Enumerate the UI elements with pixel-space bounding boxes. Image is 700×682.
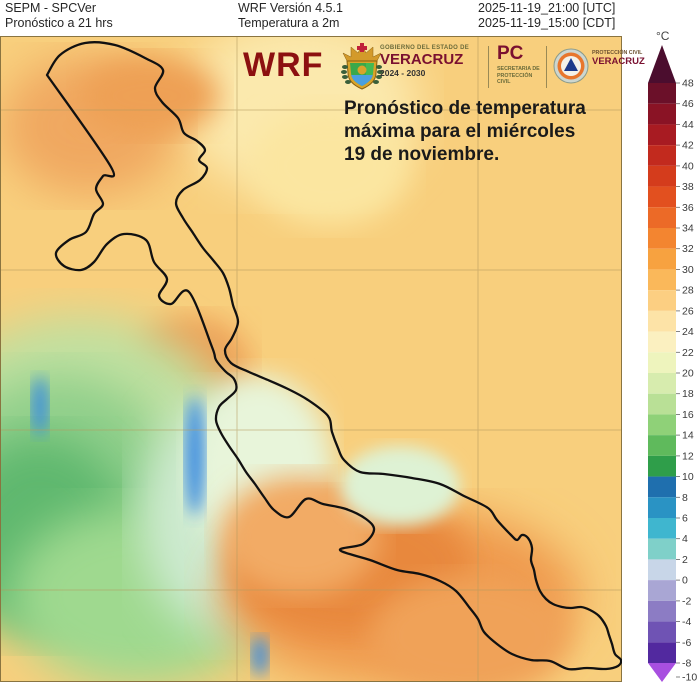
svg-text:46: 46 (682, 98, 694, 110)
svg-text:34: 34 (682, 223, 694, 235)
svg-text:22: 22 (682, 347, 694, 359)
svg-text:2: 2 (682, 554, 688, 566)
svg-text:-6: -6 (682, 637, 691, 649)
svg-text:44: 44 (682, 119, 694, 131)
svg-text:48: 48 (682, 78, 694, 90)
svg-text:10: 10 (682, 471, 694, 483)
svg-text:-4: -4 (682, 616, 691, 628)
svg-text:16: 16 (682, 409, 694, 421)
svg-text:40: 40 (682, 160, 694, 172)
svg-text:24: 24 (682, 326, 694, 338)
svg-text:-10: -10 (682, 672, 697, 682)
svg-text:0: 0 (682, 575, 688, 587)
svg-text:12: 12 (682, 450, 694, 462)
svg-text:32: 32 (682, 243, 694, 255)
svg-text:28: 28 (682, 285, 694, 297)
svg-text:20: 20 (682, 368, 694, 380)
svg-text:36: 36 (682, 202, 694, 214)
svg-text:°C: °C (656, 29, 670, 43)
svg-text:18: 18 (682, 388, 694, 400)
svg-text:14: 14 (682, 430, 694, 442)
svg-text:42: 42 (682, 140, 694, 152)
svg-text:38: 38 (682, 181, 694, 193)
svg-text:6: 6 (682, 513, 688, 525)
svg-text:8: 8 (682, 492, 688, 504)
svg-text:30: 30 (682, 264, 694, 276)
svg-text:-8: -8 (682, 658, 691, 670)
svg-text:26: 26 (682, 305, 694, 317)
svg-text:-2: -2 (682, 595, 691, 607)
svg-text:4: 4 (682, 533, 688, 545)
